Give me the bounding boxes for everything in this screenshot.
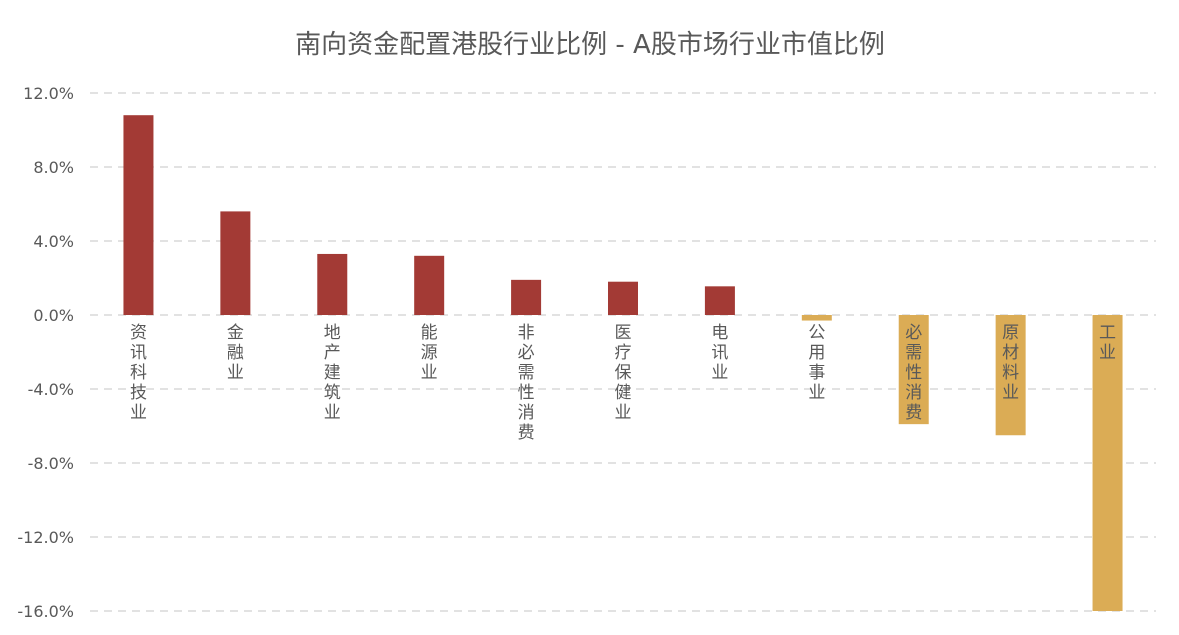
bar: [123, 115, 154, 315]
category-label: 资讯科技业: [130, 323, 147, 423]
y-tick-label: -4.0%: [28, 380, 74, 399]
y-tick-label: 12.0%: [23, 84, 74, 103]
y-tick-label: -16.0%: [17, 602, 74, 621]
category-label: 公用事业: [808, 323, 825, 403]
category-label: 地产建筑业: [324, 323, 341, 423]
category-label: 必需性消费: [905, 323, 922, 423]
bar: [898, 315, 929, 425]
category-label: 电讯业: [711, 323, 728, 383]
category-label: 工业: [1099, 323, 1116, 363]
category-labels: 资讯科技业 金融业 地产建筑业 能源业 非必需性消费 医疗保健业 电讯业 公用事业 必需性消费 原…: [130, 323, 1116, 443]
y-tick-label: 0.0%: [33, 306, 74, 325]
category-label: 原材料业: [1002, 323, 1019, 403]
chart-title: 南向资金配置港股行业比例 - A股市场行业市值比例: [295, 30, 885, 60]
y-tick-label: 4.0%: [33, 232, 74, 251]
category-label: 金融业: [227, 323, 244, 383]
bar: [995, 315, 1026, 436]
bar: [801, 315, 832, 321]
bar: [317, 253, 348, 315]
y-tick-label: -12.0%: [17, 528, 74, 547]
bars: [123, 115, 1123, 611]
bar: [1092, 315, 1123, 611]
category-label: 非必需性消费: [518, 323, 535, 443]
bar: [608, 281, 638, 315]
y-tick-label: -8.0%: [28, 454, 74, 473]
category-label: 医疗保健业: [615, 323, 632, 423]
category-label: 能源业: [421, 323, 438, 383]
bar: [220, 211, 251, 315]
y-tick-label: 8.0%: [33, 158, 74, 177]
bar: [704, 286, 735, 315]
bar: [511, 279, 542, 315]
y-axis-ticks: 12.0% 8.0% 4.0% 0.0% -4.0% -8.0% -12.0% -16.0%: [17, 84, 74, 621]
bar: [414, 255, 445, 315]
